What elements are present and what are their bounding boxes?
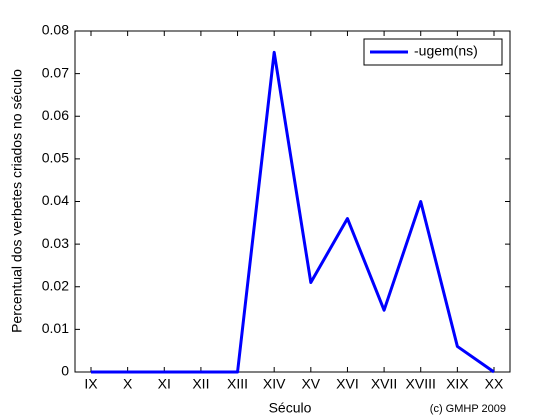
x-tick-label: XIX (446, 376, 469, 392)
y-tick-label: 0.06 (42, 107, 69, 123)
y-tick-label: 0.01 (42, 320, 69, 336)
legend-label: -ugem(ns) (414, 43, 478, 59)
y-tick-label: 0.05 (42, 150, 69, 166)
x-tick-label: X (123, 376, 133, 392)
annotation: (c) GMHP 2009 (430, 403, 506, 415)
x-tick-label: XIV (263, 376, 286, 392)
x-tick-label: XII (192, 376, 209, 392)
x-tick-label: XIII (227, 376, 248, 392)
y-tick-label: 0.02 (42, 277, 69, 293)
x-axis-label: Século (269, 400, 312, 416)
x-tick-label: XV (301, 376, 320, 392)
x-tick-label: XVIII (406, 376, 436, 392)
x-tick-label: IX (84, 376, 98, 392)
x-tick-label: XVII (371, 376, 397, 392)
y-axis-label: Percentual dos verbetes criados no sécul… (9, 69, 25, 333)
y-tick-label: 0.07 (42, 64, 69, 80)
plot-area (74, 30, 511, 373)
y-tick-label: 0.08 (42, 22, 69, 38)
y-tick-label: 0.04 (42, 192, 69, 208)
x-tick-label: XVI (336, 376, 359, 392)
series-line (91, 50, 495, 374)
y-tick-label: 0 (61, 363, 69, 379)
x-tick-label: XX (485, 376, 504, 392)
x-tick-label: XI (158, 376, 171, 392)
y-tick-label: 0.03 (42, 235, 69, 251)
